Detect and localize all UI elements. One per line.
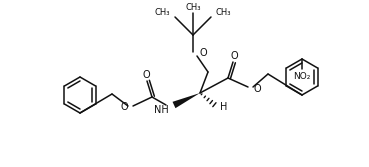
- Text: O: O: [199, 48, 207, 58]
- Polygon shape: [173, 93, 200, 108]
- Text: O: O: [230, 51, 238, 61]
- Text: O: O: [142, 70, 150, 80]
- Text: O: O: [253, 84, 261, 94]
- Text: NO₂: NO₂: [293, 71, 311, 80]
- Text: H: H: [220, 102, 227, 112]
- Text: CH₃: CH₃: [155, 8, 170, 17]
- Text: O: O: [120, 102, 128, 112]
- Text: CH₃: CH₃: [185, 3, 201, 12]
- Text: NH: NH: [154, 105, 169, 115]
- Text: CH₃: CH₃: [216, 8, 231, 17]
